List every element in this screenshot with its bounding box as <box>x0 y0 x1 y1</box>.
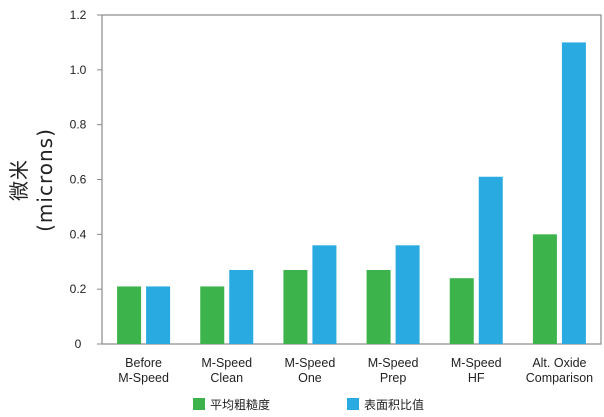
legend-label: 平均粗糙度 <box>210 397 270 412</box>
bar-surface-area-ratio <box>229 269 254 344</box>
x-category-label: M-Speed <box>451 356 502 370</box>
x-category-label: M-Speed <box>201 356 252 370</box>
bar-avg-roughness <box>117 286 142 344</box>
plot-frame <box>101 14 602 345</box>
bar-surface-area-ratio <box>312 245 337 344</box>
y-axis-label-line1: 微米 <box>7 159 31 201</box>
legend-swatch <box>347 398 359 410</box>
x-category-label: HF <box>468 371 485 385</box>
y-tick-label: 1.2 <box>70 8 87 22</box>
bar-surface-area-ratio <box>395 245 420 344</box>
bar-avg-roughness <box>366 269 391 344</box>
bar-avg-roughness <box>449 278 474 344</box>
legend: 平均粗糙度 表面积比值 <box>193 397 424 412</box>
y-axis-label-line2: (microns) <box>33 128 57 232</box>
bars <box>117 42 586 345</box>
x-category-label: M-Speed <box>285 356 336 370</box>
labels: BeforeM-SpeedM-SpeedCleanM-SpeedOneM-Spe… <box>118 356 593 385</box>
bar-surface-area-ratio <box>478 176 503 344</box>
legend-swatch <box>193 398 205 410</box>
axes: 0 0.2 0.4 0.6 0.8 1.0 1.2 <box>70 8 602 351</box>
x-category-label: One <box>298 371 322 385</box>
y-tick-label: 0.2 <box>70 282 87 296</box>
legend-label: 表面积比值 <box>364 397 424 412</box>
y-tick-label: 1.0 <box>70 63 87 77</box>
x-category-label: Clean <box>210 371 243 385</box>
x-category-label: Before <box>125 356 162 370</box>
bar-surface-area-ratio <box>561 42 586 345</box>
x-category-label: M-Speed <box>118 371 169 385</box>
y-tick-label: 0.8 <box>70 118 87 132</box>
x-category-label: M-Speed <box>368 356 419 370</box>
bar-avg-roughness <box>200 286 225 344</box>
bar-surface-area-ratio <box>146 286 171 344</box>
x-category-label: Comparison <box>526 371 593 385</box>
bar-avg-roughness <box>532 234 557 344</box>
y-tick-label: 0.6 <box>70 173 87 187</box>
x-category-label: Alt. Oxide <box>532 356 586 370</box>
x-category-label: Prep <box>380 371 406 385</box>
y-tick-label: 0.4 <box>70 227 87 241</box>
bar-avg-roughness <box>283 269 308 344</box>
y-tick-label: 0 <box>75 337 82 351</box>
